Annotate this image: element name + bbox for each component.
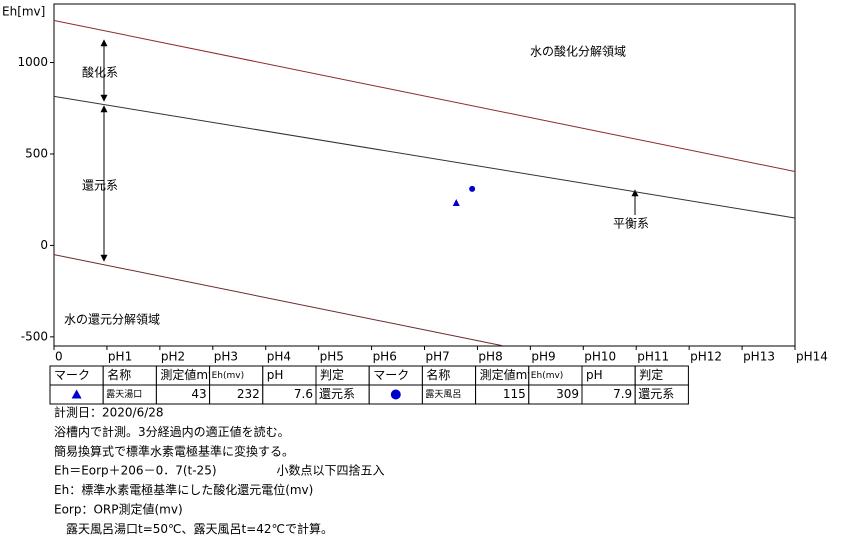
cell-text: 露天湯口 — [106, 389, 142, 400]
cell-text: 還元系 — [638, 387, 674, 401]
header-text: マーク — [373, 368, 409, 382]
header-text: Eh(mv) — [531, 371, 564, 381]
point — [469, 185, 476, 192]
header-text: pH — [267, 368, 284, 382]
header-text: 判定 — [320, 367, 344, 382]
y-tick-label: 500 — [25, 146, 48, 160]
annotation: 酸化系 — [82, 65, 118, 80]
note: 露天風呂湯口t=50℃、露天風呂t=42℃で計算。 — [54, 521, 333, 536]
annotation: 水の酸化分解領域 — [530, 44, 626, 59]
x-tick-label: pH4 — [267, 350, 291, 364]
line — [54, 254, 504, 346]
header-text: 測定値mv — [480, 367, 535, 382]
annotation: 還元系 — [82, 179, 118, 193]
cell — [634, 384, 689, 405]
x-tick-label: pH13 — [743, 350, 775, 364]
y-tick-label: 0 — [40, 238, 48, 252]
note: Eh＝Eorp＋206－0．7(t-25) 小数点以下四捨五入 — [54, 463, 385, 478]
header-text: pH — [586, 368, 603, 382]
header-text: 名称 — [426, 367, 450, 382]
header-text: 名称 — [107, 367, 131, 382]
cell-text: 309 — [556, 387, 579, 401]
note: 計測日：2020/6/28 — [54, 405, 164, 420]
x-tick-label: pH14 — [796, 350, 828, 364]
x-tick-label: pH5 — [320, 350, 344, 364]
y-axis-label: Eh[mv] — [2, 5, 45, 19]
header-text: Eh(mv) — [212, 371, 245, 381]
x-tick-label: pH2 — [161, 350, 185, 364]
x-tick-label: pH8 — [478, 350, 502, 364]
x-tick-label: pH11 — [637, 350, 669, 364]
cell-text: 232 — [237, 387, 260, 401]
x-tick-label: pH12 — [690, 350, 722, 364]
cell-text: 露天風呂 — [425, 389, 461, 400]
plot-area — [53, 3, 796, 347]
x-tick-label: 0 — [55, 350, 63, 364]
y-tick-label: 1000 — [17, 55, 48, 69]
cell-text: 115 — [503, 387, 526, 401]
line — [54, 19, 795, 173]
marker-icon — [71, 389, 82, 399]
x-tick-label: pH9 — [531, 350, 555, 364]
point — [452, 198, 460, 206]
cell-text: 43 — [191, 387, 206, 401]
x-tick-label: pH6 — [373, 350, 397, 364]
x-tick-label: pH7 — [426, 350, 450, 364]
marker-icon — [390, 389, 401, 400]
header-text: マーク — [54, 368, 90, 382]
header-text: 判定 — [639, 367, 663, 382]
y-tick-label: -500 — [21, 329, 48, 343]
annotation: 水の還元分解領域 — [64, 312, 160, 327]
x-tick-label: pH1 — [108, 350, 132, 364]
note: 簡易換算式で標準水素電極基準に変換する。 — [54, 443, 294, 458]
x-tick-label: pH10 — [584, 350, 616, 364]
note: Eorp：ORP測定値(mv) — [54, 502, 183, 517]
note: Eh：標準水素電極基準にした酸化還元電位(mv) — [54, 482, 313, 497]
line — [54, 95, 795, 219]
cell-text: 7.9 — [613, 387, 632, 401]
header-text: 測定値mv — [160, 367, 215, 382]
annotation: 平衡系 — [613, 217, 649, 231]
x-tick-label: pH3 — [214, 350, 238, 364]
note: 浴槽内で計測。3分経過内の適正値を読む。 — [54, 424, 290, 439]
cell-text: 7.6 — [294, 387, 313, 401]
cell-text: 還元系 — [319, 387, 355, 401]
